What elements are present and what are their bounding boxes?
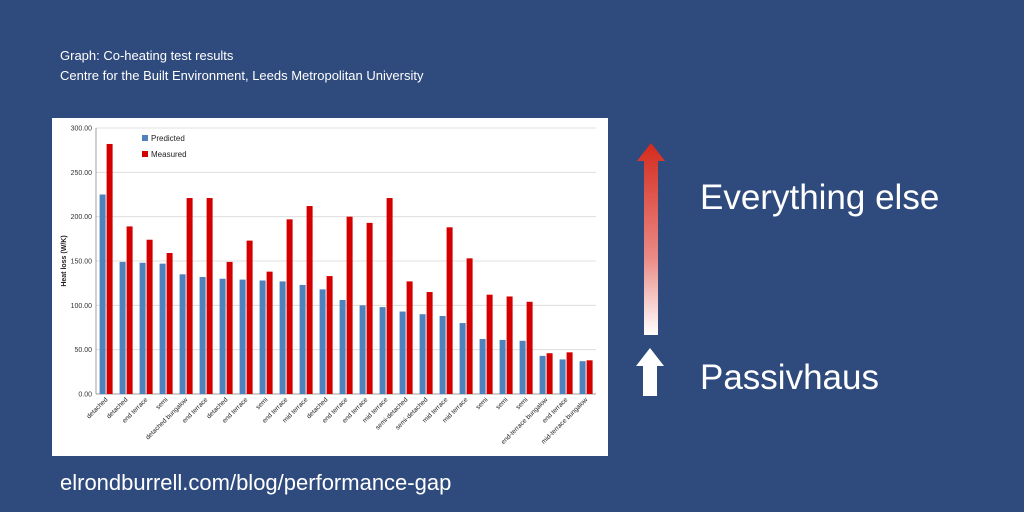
predicted-bar bbox=[459, 323, 466, 394]
y-tick-label: 100.00 bbox=[71, 303, 93, 310]
predicted-bar bbox=[499, 339, 506, 394]
measured-bar bbox=[406, 281, 413, 394]
y-tick-label: 300.00 bbox=[71, 126, 93, 133]
predicted-bar bbox=[539, 355, 546, 394]
y-tick-label: 0.00 bbox=[78, 392, 92, 399]
measured-bar bbox=[126, 226, 133, 394]
measured-bar bbox=[366, 222, 373, 394]
predicted-bar bbox=[99, 194, 106, 394]
legend-swatch bbox=[142, 151, 148, 157]
header: Graph: Co-heating test results Centre fo… bbox=[60, 46, 423, 86]
predicted-bar bbox=[379, 307, 386, 394]
measured-bar bbox=[526, 301, 533, 394]
legend-label: Measured bbox=[151, 150, 187, 159]
measured-bar bbox=[146, 239, 153, 394]
predicted-bar bbox=[179, 274, 186, 394]
x-category-label: semi bbox=[495, 396, 510, 411]
measured-bar bbox=[306, 206, 313, 394]
measured-bar bbox=[506, 296, 513, 394]
y-axis-label: Heat loss (W/K) bbox=[61, 235, 68, 286]
measured-bar bbox=[326, 276, 333, 394]
white-arrow-up-icon bbox=[636, 348, 664, 396]
predicted-bar bbox=[139, 262, 146, 394]
predicted-bar bbox=[259, 280, 266, 394]
measured-bar bbox=[566, 352, 573, 394]
measured-bar bbox=[266, 271, 273, 394]
measured-bar bbox=[226, 261, 233, 394]
predicted-bar bbox=[519, 340, 526, 394]
legend-label: Predicted bbox=[151, 134, 185, 143]
predicted-bar bbox=[579, 361, 586, 394]
predicted-bar bbox=[399, 311, 406, 394]
predicted-bar bbox=[239, 279, 246, 394]
chart-card: 0.00 50.00 100.00 150.00 200.00 250.00 300.00 H… bbox=[52, 118, 608, 456]
predicted-bar bbox=[219, 278, 226, 394]
footer-url[interactable]: elrondburrell.com/blog/performance-gap bbox=[60, 470, 452, 495]
measured-bar bbox=[386, 198, 393, 394]
measured-bar bbox=[206, 198, 213, 394]
gradient-arrow-up-icon bbox=[637, 143, 665, 335]
everything-else-label: Everything else bbox=[700, 178, 940, 217]
predicted-bar bbox=[559, 359, 566, 394]
header-title: Graph: Co-heating test results bbox=[60, 48, 234, 63]
y-tick-label: 250.00 bbox=[71, 170, 93, 177]
x-category-label: semi bbox=[515, 396, 530, 411]
measured-bar bbox=[466, 258, 473, 394]
measured-bar bbox=[426, 292, 433, 394]
measured-bar bbox=[286, 219, 293, 394]
x-category-label: semi bbox=[475, 396, 490, 411]
measured-bar bbox=[346, 216, 353, 394]
measured-bar bbox=[546, 353, 553, 394]
predicted-bar bbox=[119, 261, 126, 394]
y-tick-label: 50.00 bbox=[74, 347, 92, 354]
y-tick-label: 200.00 bbox=[71, 214, 93, 221]
legend-swatch bbox=[142, 135, 148, 141]
predicted-bar bbox=[159, 263, 166, 394]
x-category-label: semi bbox=[155, 396, 170, 411]
measured-bar bbox=[446, 227, 453, 394]
predicted-bar bbox=[419, 314, 426, 394]
measured-bar bbox=[486, 294, 493, 394]
predicted-bar bbox=[319, 289, 326, 394]
measured-bar bbox=[106, 143, 113, 394]
passivhaus-label: Passivhaus bbox=[700, 358, 879, 397]
measured-bar bbox=[586, 360, 593, 394]
header-source: Centre for the Built Environment, Leeds … bbox=[60, 68, 424, 83]
heat-loss-bar-chart: 0.00 50.00 100.00 150.00 200.00 250.00 300.00 H… bbox=[61, 126, 596, 446]
x-category-label: semi bbox=[255, 396, 270, 411]
predicted-bar bbox=[299, 284, 306, 394]
predicted-bar bbox=[199, 276, 206, 394]
predicted-bar bbox=[439, 315, 446, 394]
predicted-bar bbox=[339, 300, 346, 394]
predicted-bar bbox=[279, 281, 286, 394]
measured-bar bbox=[246, 240, 253, 394]
y-tick-label: 150.00 bbox=[71, 259, 93, 266]
predicted-bar bbox=[479, 339, 486, 394]
measured-bar bbox=[186, 198, 193, 394]
predicted-bar bbox=[359, 305, 366, 394]
measured-bar bbox=[166, 253, 173, 394]
